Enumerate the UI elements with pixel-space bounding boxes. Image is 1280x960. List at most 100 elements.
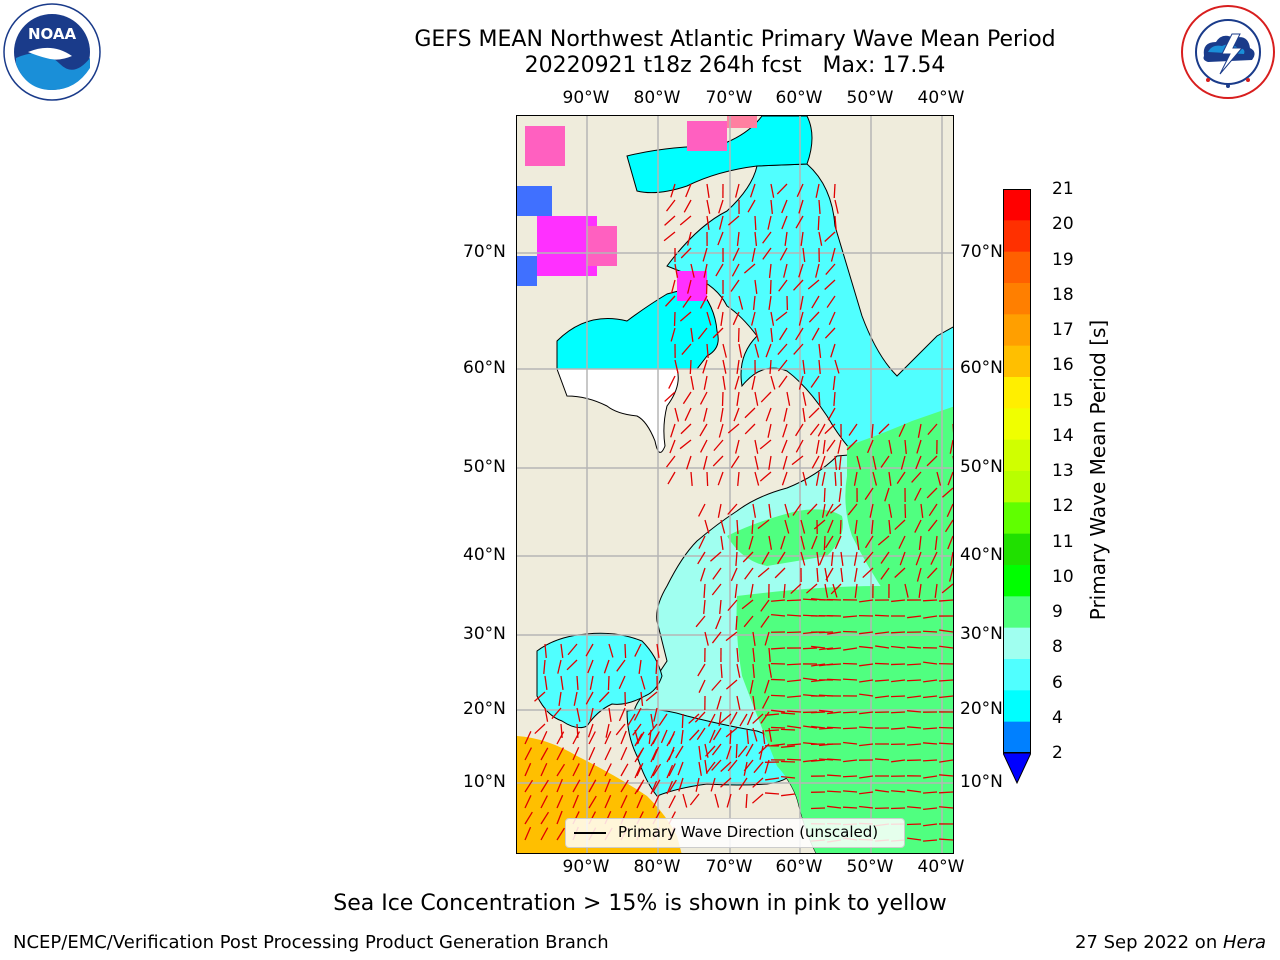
wave-vector (781, 439, 788, 454)
colorbar-tick-label: 19 (1052, 249, 1074, 270)
wave-vector (949, 439, 953, 454)
wave-vector (890, 727, 906, 730)
wave-vector (793, 343, 804, 355)
wave-vector (842, 727, 858, 730)
wave-vector (898, 535, 906, 549)
wave-vector (765, 713, 780, 716)
wave-vector (802, 471, 808, 486)
wave-vector (928, 503, 938, 517)
wave-vector (735, 743, 738, 759)
wave-vector (761, 695, 770, 709)
colorbar-tick-label: 12 (1052, 496, 1074, 517)
wave-vector (843, 759, 858, 763)
colorbar-segment (1003, 627, 1031, 660)
wave-vector (826, 295, 836, 308)
wave-vector (828, 311, 836, 326)
colorbar-tick-label: 14 (1052, 425, 1074, 446)
wave-vector (618, 707, 626, 722)
wave-vector (818, 359, 821, 375)
wave-vector (752, 647, 756, 662)
wave-vector (864, 487, 874, 500)
wave-vector (923, 775, 938, 779)
wave-vector (749, 183, 756, 198)
colorbar-segment (1003, 377, 1031, 409)
wave-vector (947, 471, 953, 486)
colorbar-segment (1003, 596, 1031, 629)
wave-vector (915, 455, 922, 470)
wave-vector (588, 731, 596, 745)
wave-vector (796, 183, 804, 198)
wave-vector (856, 535, 860, 550)
wave-vector (760, 599, 770, 612)
wave-vector (711, 583, 722, 596)
lat-label-left: 20°N (463, 699, 506, 719)
wave-vector (888, 439, 893, 454)
wave-vector (854, 519, 858, 534)
wave-vector (742, 551, 754, 563)
wave-vector (923, 823, 938, 827)
wave-vector (802, 359, 806, 374)
wave-vector (824, 231, 836, 242)
wave-vector (819, 709, 834, 713)
wave-vector (680, 729, 684, 744)
wave-vector (818, 694, 834, 697)
wave-vector (780, 728, 796, 731)
wave-vector (524, 779, 534, 793)
wave-vector (853, 471, 858, 486)
wave-vector (640, 675, 646, 690)
wave-vector (926, 487, 938, 499)
wave-vector (834, 535, 842, 550)
wave-vector (811, 295, 820, 309)
wave-vector (718, 199, 724, 214)
wave-period-map (517, 116, 953, 853)
wave-vector (827, 519, 834, 534)
wave-vector (774, 567, 786, 579)
wave-vector (793, 279, 804, 291)
wave-vector (665, 295, 676, 307)
wave-vector (540, 762, 548, 777)
wave-vector (762, 729, 766, 744)
wave-vector (830, 551, 834, 566)
wave-vector (815, 439, 820, 454)
wave-vector (786, 631, 802, 634)
wave-vector (778, 279, 788, 292)
wave-vector (636, 762, 644, 777)
colorbar-tick-label: 6 (1052, 672, 1063, 693)
wave-vector (854, 583, 858, 598)
wave-vector (704, 743, 709, 758)
wave-vector (811, 327, 820, 341)
wave-vector (620, 763, 629, 777)
wave-vector (795, 439, 804, 453)
wave-vector (832, 375, 836, 390)
wave-vector (706, 215, 710, 230)
lat-label-right: 30°N (960, 624, 1003, 644)
wave-vector (544, 643, 547, 658)
wave-vector (938, 679, 953, 682)
wave-vector (734, 183, 740, 198)
colorbar-segment (1003, 283, 1031, 315)
colorbar-outline (1003, 189, 1031, 753)
wave-vector (703, 263, 708, 278)
colorbar-segment (1003, 502, 1031, 535)
wave-vector (894, 567, 906, 578)
wave-vector (922, 742, 938, 745)
wave-vector (682, 391, 692, 405)
wave-vector (819, 743, 834, 747)
wave-vector (890, 663, 906, 666)
colorbar-tick-label: 16 (1052, 355, 1074, 376)
wave-vector (751, 247, 756, 262)
wave-vector (752, 663, 755, 679)
lat-label-right: 50°N (960, 457, 1003, 477)
wave-vector (697, 663, 706, 677)
wave-vector (824, 535, 834, 549)
wave-vector (760, 615, 770, 628)
wave-vector (704, 759, 708, 774)
wave-vector (890, 790, 906, 793)
wave-vector (727, 599, 738, 612)
wave-vector (754, 279, 758, 294)
wave-vector (787, 679, 802, 683)
wave-vector (842, 711, 858, 714)
colorbar-tick-label: 21 (1052, 179, 1074, 199)
wave-vector (798, 199, 804, 214)
wave-vector (636, 747, 645, 761)
